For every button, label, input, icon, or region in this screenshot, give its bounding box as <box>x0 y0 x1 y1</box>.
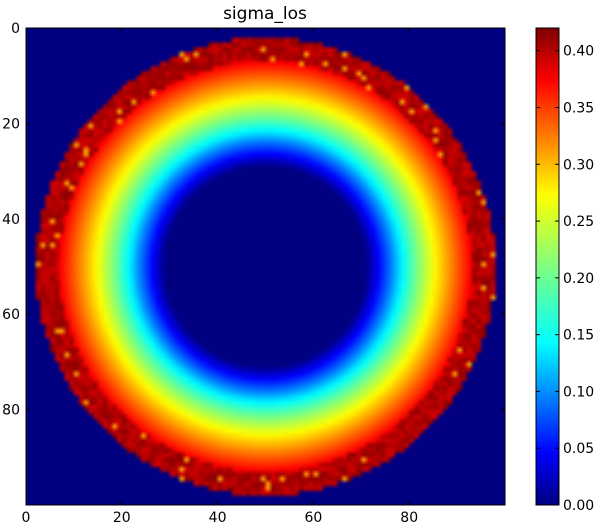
x-tick-label: 60 <box>304 510 322 524</box>
heatmap-plot: 0 20 40 60 80 0 20 40 60 80 <box>2 21 506 524</box>
heatmap-image <box>26 28 505 505</box>
x-axis-ticks: 0 20 40 60 80 <box>22 28 418 524</box>
colorbar-gradient <box>536 28 559 505</box>
colorbar-tick-label: 0.00 <box>563 498 594 514</box>
y-tick-label: 20 <box>2 116 20 132</box>
chart-title: sigma_los <box>223 4 307 24</box>
plot-frame <box>25 27 506 506</box>
colorbar-tick-label: 0.25 <box>563 214 594 230</box>
colorbar-tick-label: 0.05 <box>563 441 594 457</box>
colorbar-tick-label: 0.35 <box>563 101 594 117</box>
y-axis-ticks: 0 20 40 60 80 <box>2 21 505 419</box>
colorbar-tick-label: 0.15 <box>563 328 594 344</box>
x-tick-label: 20 <box>113 510 131 524</box>
colorbar-tick-label: 0.20 <box>563 271 594 287</box>
colorbar-ticks: 0.00 0.05 0.10 0.15 0.20 0.25 0.30 0.35 0.40 <box>536 44 594 514</box>
y-tick-label: 40 <box>2 212 20 228</box>
x-tick-label: 80 <box>400 510 418 524</box>
y-tick-label: 0 <box>11 21 20 37</box>
x-tick-label: 40 <box>209 510 227 524</box>
colorbar-frame <box>535 27 560 506</box>
y-tick-label: 60 <box>2 307 20 323</box>
colorbar: 0.00 0.05 0.10 0.15 0.20 0.25 0.30 0.35 0.40 <box>535 27 594 514</box>
colorbar-tick-label: 0.30 <box>563 157 594 173</box>
y-tick-label: 80 <box>2 403 20 419</box>
colorbar-tick-label: 0.40 <box>563 44 594 60</box>
colorbar-tick-label: 0.10 <box>563 384 594 400</box>
x-tick-label: 0 <box>22 510 31 524</box>
